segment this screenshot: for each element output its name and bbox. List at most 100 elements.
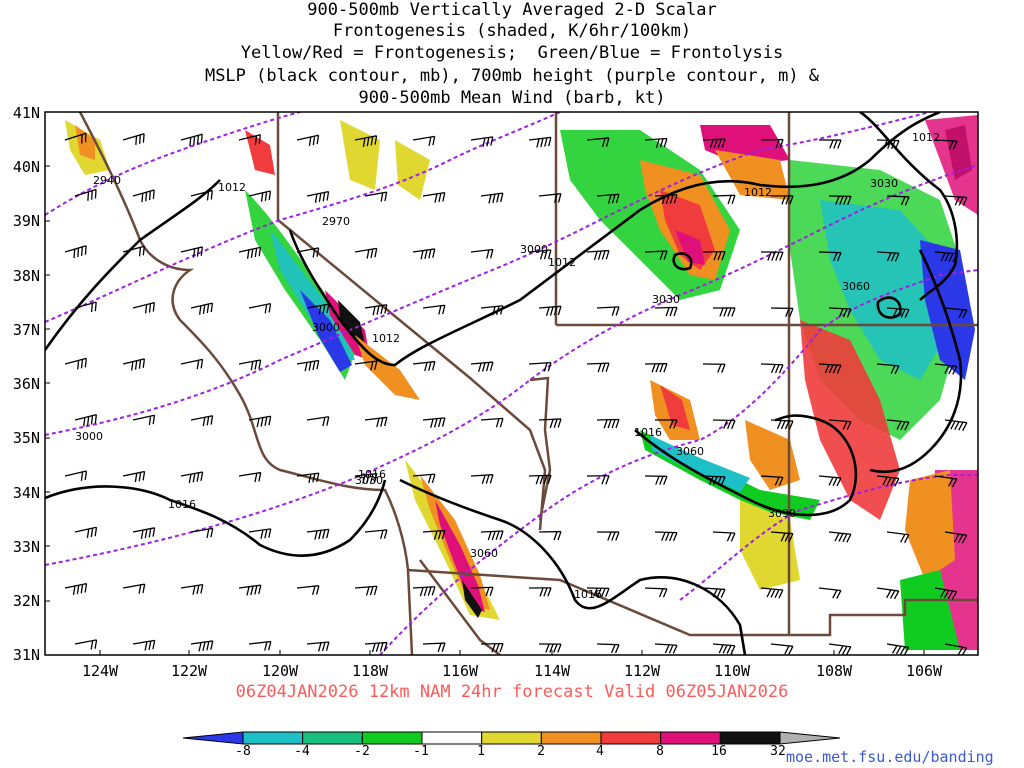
wind-barb	[248, 303, 271, 309]
colorado-band-orange	[745, 420, 800, 490]
wind-barb-feather	[145, 192, 148, 202]
east-band-orange	[905, 470, 955, 580]
wind-barb-feather	[601, 588, 606, 597]
wind-barb-feather	[655, 138, 660, 148]
wind-barb-feather	[485, 474, 490, 484]
wind-barb-feather	[730, 420, 736, 430]
wind-barb-feather	[789, 195, 794, 205]
wind-barb-feather	[371, 643, 376, 653]
wind-barb-feather	[380, 192, 384, 202]
mslp-label: 1016	[574, 588, 602, 601]
wind-barb-feather	[84, 358, 87, 368]
wind-barb	[122, 133, 145, 141]
wind-barb-feather	[83, 417, 86, 427]
colorbar-swatch	[361, 731, 423, 745]
wind-barb-feather	[712, 588, 718, 598]
wind-barb-feather	[717, 138, 722, 148]
wind-barb-feather	[779, 251, 784, 261]
wind-barb-feather	[665, 195, 670, 204]
credit-link[interactable]: moe.met.fsu.edu/banding	[786, 748, 994, 766]
wind-barb	[422, 417, 445, 421]
wind-barb	[422, 529, 445, 533]
wind-barb-feather	[766, 588, 772, 598]
wind-barb	[364, 641, 387, 645]
wind-barb-feather	[664, 644, 670, 654]
wind-barb-feather	[152, 527, 156, 537]
wind-barb-feather	[200, 359, 204, 369]
wind-barb-feather	[543, 250, 548, 260]
wind-barb-feather	[540, 138, 544, 148]
wind-barb-feather	[318, 305, 322, 315]
title-line-5: 900-500mb Mean Wind (barb, kt)	[358, 88, 666, 108]
colorbar-label: -8	[235, 744, 251, 759]
lat-label: 38N	[13, 267, 40, 285]
valid-time-text: 06Z04JAN2026 12km NAM 24hr forecast Vali…	[235, 682, 789, 702]
wind-barb-feather	[486, 249, 490, 259]
wind-barb	[818, 363, 841, 366]
wind-barb-feather	[780, 420, 786, 430]
mslp-label: 1012	[548, 256, 576, 269]
wind-barb-feather	[86, 416, 90, 426]
wind-barb-feather	[144, 641, 148, 651]
wind-barb-feather	[196, 135, 200, 145]
wind-barb-feather	[828, 364, 834, 374]
wind-barb-feather	[605, 362, 610, 372]
wind-barb-feather	[94, 189, 97, 199]
contour-label-layer: 1012 1012 1012 1012 1012 1016 1016 1016 …	[75, 131, 940, 601]
wind-barb-feather	[903, 647, 910, 655]
wind-barb-feather	[384, 304, 388, 314]
wind-barb	[702, 138, 726, 141]
wind-barb-feather	[148, 191, 152, 201]
wind-barb-feather	[547, 475, 552, 484]
lon-label: 110W	[714, 662, 751, 680]
wind-barb-feather	[316, 360, 320, 370]
wind-barb	[364, 191, 387, 197]
wind-barb-feather	[318, 530, 322, 540]
wind-barb-feather	[904, 534, 910, 544]
wind-barb-feather	[547, 362, 552, 372]
wind-barb-feather	[144, 304, 148, 314]
wind-barb-feather	[486, 137, 490, 147]
colorbar-label: 8	[656, 744, 664, 759]
wind-barb-feather	[833, 139, 838, 149]
wind-barb-feather	[553, 643, 558, 653]
wind-barb	[886, 419, 909, 423]
lat-label: 36N	[13, 375, 40, 393]
wind-barb-feather	[554, 193, 558, 203]
wind-barb	[412, 360, 435, 365]
wind-barb-feather	[198, 642, 202, 652]
wind-barb-feather	[549, 419, 554, 429]
wind-barb-feather	[539, 475, 544, 485]
wind-barb	[944, 195, 967, 199]
wind-barb	[702, 587, 725, 591]
wind-barb-feather	[254, 248, 258, 258]
wind-barb-feather	[553, 531, 558, 541]
ca-nv-border	[276, 112, 547, 531]
wind-barb	[876, 251, 900, 254]
wind-barb	[238, 134, 261, 141]
wind-barb-feather	[432, 136, 436, 146]
sierra-band-teal	[270, 230, 355, 360]
wind-barb-feather	[846, 308, 852, 318]
wind-barb-feather	[893, 590, 900, 600]
wind-barb-feather	[424, 362, 428, 372]
wind-barb-feather	[210, 528, 214, 538]
wind-barb-feather	[424, 249, 428, 259]
wind-barb-feather	[148, 528, 152, 538]
wind-barb	[296, 359, 319, 365]
wind-barb-feather	[716, 588, 722, 598]
wind-barb	[944, 419, 967, 424]
wind-barb-feather	[712, 476, 718, 486]
wind-barb-feather	[611, 419, 616, 429]
wind-barb-feather	[785, 308, 790, 317]
wind-barb-feather	[210, 415, 214, 425]
wind-barb	[64, 132, 87, 141]
wind-barb-feather	[593, 251, 598, 261]
wind-barb-feather	[77, 360, 80, 370]
wind-barb-feather	[952, 366, 958, 375]
wind-barb	[64, 245, 87, 253]
wind-barb-feather	[134, 473, 138, 483]
height-label: 2940	[93, 174, 121, 187]
wind-barb-feather	[784, 645, 790, 655]
